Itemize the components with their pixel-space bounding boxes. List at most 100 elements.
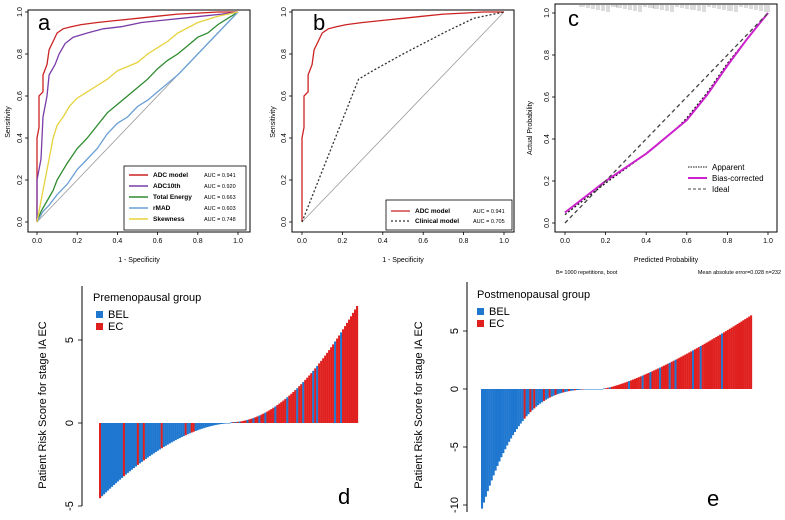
risk-bar [220, 423, 223, 424]
risk-bar [736, 323, 739, 389]
y-tick-label: 0.6 [17, 91, 24, 101]
risk-bar [294, 390, 297, 423]
roc-panel-a: a 0.0 0.0 0.2 0.2 0.4 0.4 0.6 0.6 0.8 0.8 1.0 1.0 A… [5, 7, 251, 264]
legend-auc: AUC = 0.941 [204, 173, 236, 179]
risk-bar [344, 326, 347, 423]
x-tick-label: 1.0 [233, 238, 243, 245]
risk-bar [591, 389, 594, 390]
risk-bar [529, 389, 532, 413]
risk-bar [502, 389, 505, 454]
legend-label: Bias-corrected [712, 174, 764, 183]
risk-bar [589, 389, 592, 390]
risk-bar [348, 319, 351, 423]
risk-bar [354, 309, 357, 423]
x-tick-label: 0.0 [560, 238, 570, 245]
series-line-rmad [36, 11, 239, 223]
risk-bar [504, 389, 507, 450]
risk-bar [622, 383, 625, 389]
risk-bar [606, 387, 609, 389]
y-tick-label: -5 [64, 501, 76, 511]
risk-bar [102, 423, 106, 495]
risk-bar [204, 423, 207, 428]
risk-bar [324, 355, 327, 423]
x-tick-label: 0.2 [72, 238, 82, 245]
risk-bar [148, 423, 151, 457]
risk-bar [686, 353, 689, 389]
risk-bar [699, 346, 702, 389]
risk-bar [244, 420, 247, 423]
risk-bar [612, 386, 615, 389]
legend-swatch [477, 308, 484, 315]
risk-bar [282, 400, 285, 423]
risk-bar [738, 322, 741, 389]
risk-bar [234, 422, 237, 423]
risk-bar [336, 338, 339, 423]
risk-bar [506, 389, 509, 446]
risk-bar [728, 328, 731, 389]
risk-bar [552, 389, 555, 396]
risk-bar [481, 389, 484, 509]
risk-bar [300, 384, 303, 423]
x-tick-label: 0.6 [682, 238, 692, 245]
risk-bar [274, 406, 277, 423]
risk-bar [196, 423, 199, 431]
risk-bar [707, 341, 710, 389]
risk-bar [290, 393, 293, 423]
x-axis-label-c: Predicted Probability [634, 257, 699, 264]
risk-bar [114, 423, 118, 484]
risk-bar [525, 389, 528, 417]
risk-bar [630, 380, 633, 389]
y-tick-label: 1.0 [544, 8, 551, 18]
risk-bar [208, 423, 211, 427]
risk-bar [637, 377, 640, 389]
legend-label: EC [489, 318, 504, 330]
risk-bar [482, 389, 486, 503]
risk-bar [535, 389, 538, 407]
risk-bar [132, 423, 136, 469]
risk-bar [314, 368, 317, 423]
y-tick-label: -10 [449, 497, 461, 513]
risk-bar [200, 423, 203, 429]
risk-bar [682, 355, 685, 389]
x-axis-label-b: 1 - Specificity [382, 257, 424, 264]
panel-label-b: b [313, 10, 325, 35]
x-tick-label: 0.8 [193, 238, 203, 245]
x-tick-label: 0.4 [378, 238, 388, 245]
risk-bar [332, 344, 335, 423]
risk-bar [533, 389, 536, 409]
x-tick-label: 0.8 [723, 238, 733, 245]
risk-bar [496, 389, 499, 466]
risk-bar [338, 335, 341, 423]
risk-bar [236, 421, 239, 423]
risk-bar [705, 342, 708, 389]
risk-bar [527, 389, 530, 415]
risk-bar [653, 370, 656, 389]
y-tick-label: 0.2 [281, 175, 288, 185]
y-tick-label: 0.8 [17, 49, 24, 59]
panel-label-d: d [338, 484, 350, 509]
legend-label: BEL [108, 309, 129, 321]
risk-bar [124, 423, 128, 475]
risk-bar [128, 423, 132, 472]
risk-bar [568, 389, 571, 392]
risk-bar [278, 403, 281, 423]
risk-bar [346, 322, 349, 423]
risk-bar [144, 423, 147, 459]
risk-bar [740, 321, 743, 389]
risk-bar [104, 423, 108, 493]
x-tick-label: 0.6 [153, 238, 163, 245]
risk-bar [519, 389, 522, 424]
risk-bar [661, 366, 664, 389]
risk-bar [188, 423, 191, 434]
risk-bar [721, 333, 724, 389]
risk-bar [668, 362, 671, 389]
risk-bar [260, 414, 263, 423]
risk-bar [154, 423, 157, 453]
risk-bar [334, 341, 337, 423]
risk-bar [691, 350, 695, 389]
risk-bar [152, 423, 155, 454]
risk-bar [296, 388, 299, 423]
risk-bar [304, 379, 307, 423]
risk-bar [583, 389, 586, 390]
